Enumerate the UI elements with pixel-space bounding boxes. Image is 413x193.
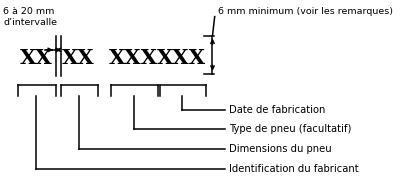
Text: 6 à 20 mm
d’intervalle: 6 à 20 mm d’intervalle bbox=[3, 7, 57, 27]
Text: XX: XX bbox=[20, 48, 52, 69]
Text: Identification du fabricant: Identification du fabricant bbox=[229, 164, 358, 174]
Text: XXX: XXX bbox=[157, 48, 206, 69]
Text: Dimensions du pneu: Dimensions du pneu bbox=[229, 144, 331, 154]
Text: 6 mm minimum (voir les remarques): 6 mm minimum (voir les remarques) bbox=[218, 7, 392, 16]
Text: Date de fabrication: Date de fabrication bbox=[229, 105, 325, 115]
Text: XXX: XXX bbox=[109, 48, 158, 69]
Text: Type de pneu (facultatif): Type de pneu (facultatif) bbox=[229, 124, 351, 134]
Text: XX: XX bbox=[62, 48, 95, 69]
